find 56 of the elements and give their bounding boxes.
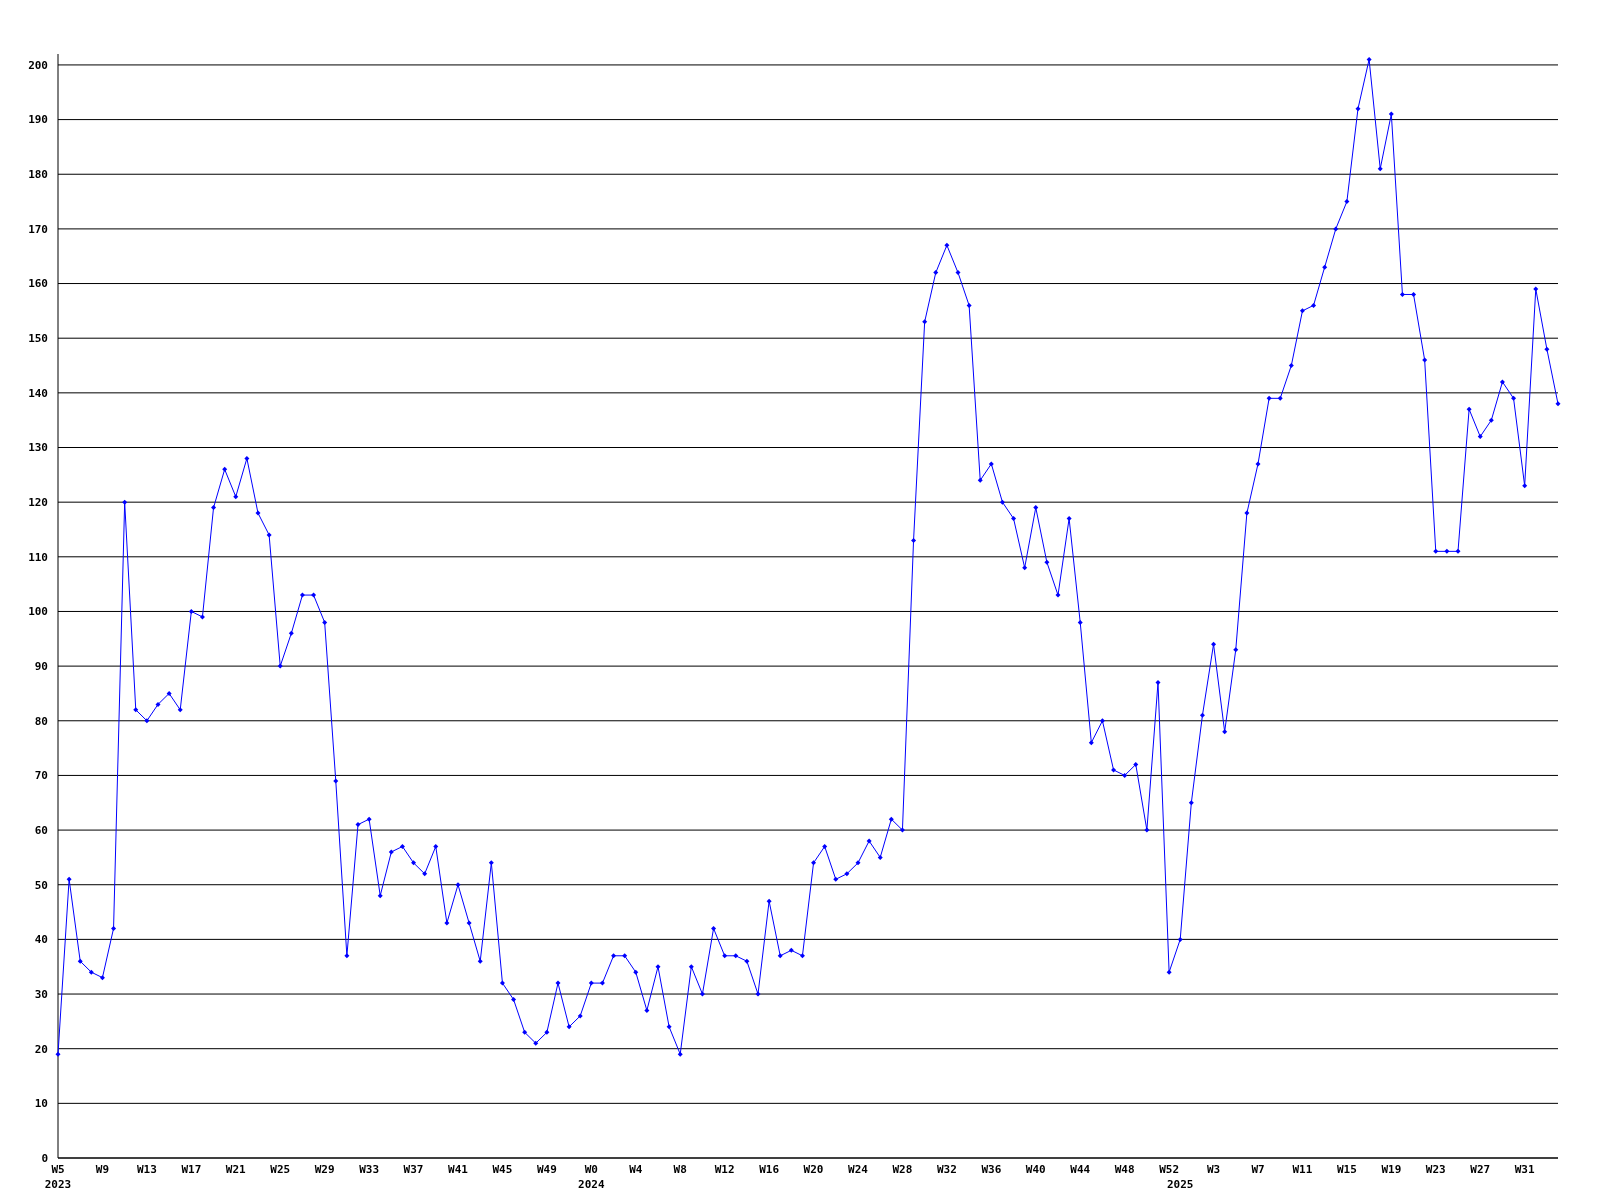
x-tick-label: W0 2024	[578, 1163, 605, 1191]
y-tick-label: 140	[28, 386, 48, 400]
x-tick-label: W28	[892, 1163, 913, 1176]
x-tick-label: W21	[225, 1163, 247, 1176]
x-tick-label: W25	[270, 1163, 291, 1176]
y-tick-label: 170	[28, 222, 48, 236]
x-tick-label: W11	[1292, 1163, 1313, 1176]
x-tick-label: W24	[848, 1163, 869, 1176]
y-tick-label: 180	[28, 168, 48, 182]
x-tick-label: W45	[492, 1163, 513, 1176]
x-tick-label: W40	[1025, 1163, 1046, 1176]
x-tick-label: W32	[936, 1163, 957, 1176]
y-tick-label: 50	[34, 878, 48, 892]
x-tick-label: W37	[403, 1163, 424, 1176]
x-tick-label: W48	[1114, 1163, 1135, 1176]
x-tick-label: W7	[1251, 1163, 1265, 1176]
x-tick-label: W20	[803, 1163, 824, 1176]
y-tick-label: 60	[34, 823, 48, 837]
y-tick-label: 70	[34, 769, 48, 783]
y-tick-label: 30	[34, 987, 48, 1001]
x-tick-label: W16	[759, 1163, 780, 1176]
x-tick-label: W41	[448, 1163, 469, 1176]
x-tick-label: W36	[981, 1163, 1002, 1176]
x-tick-label: W23	[1425, 1163, 1446, 1176]
x-tick-label: W3	[1206, 1163, 1221, 1176]
x-tick-label: W19	[1381, 1163, 1402, 1176]
y-tick-label: 100	[28, 605, 48, 619]
x-tick-label: W15	[1336, 1163, 1357, 1176]
x-tick-label: W4	[629, 1163, 643, 1176]
x-tick-label: W49	[536, 1163, 557, 1176]
y-tick-label: 80	[34, 714, 48, 728]
y-tick-label: 90	[34, 659, 48, 673]
y-tick-label: 20	[34, 1042, 48, 1056]
x-tick-label: W52	[1159, 1163, 1180, 1176]
x-tick-label: W31	[1514, 1163, 1535, 1176]
y-tick-label: 0	[41, 1151, 48, 1165]
x-tick-label: W33	[359, 1163, 380, 1176]
x-tick-label: W8	[673, 1163, 687, 1176]
x-tick-label: W17	[181, 1163, 202, 1176]
x-tick-label: W12	[714, 1163, 735, 1176]
x-tick-label: 2025	[1166, 1178, 1194, 1191]
x-tick-label: W5 2023	[44, 1163, 72, 1191]
x-tick-label: W9	[95, 1163, 110, 1176]
x-tick-label: W27	[1470, 1163, 1491, 1176]
x-tick-label: W44	[1070, 1163, 1091, 1176]
x-tick-label: W29	[314, 1163, 335, 1176]
x-tick-label: W13	[136, 1163, 157, 1176]
y-tick-label: 40	[34, 933, 48, 947]
y-tick-label: 130	[28, 441, 48, 455]
y-tick-label: 190	[28, 113, 48, 127]
y-tick-label: 150	[28, 332, 48, 346]
y-tick-label: 10	[34, 1097, 48, 1111]
y-tick-label: 110	[28, 550, 48, 564]
y-tick-label: 200	[28, 58, 48, 72]
y-tick-label: 120	[28, 496, 48, 510]
y-tick-label: 160	[28, 277, 48, 291]
